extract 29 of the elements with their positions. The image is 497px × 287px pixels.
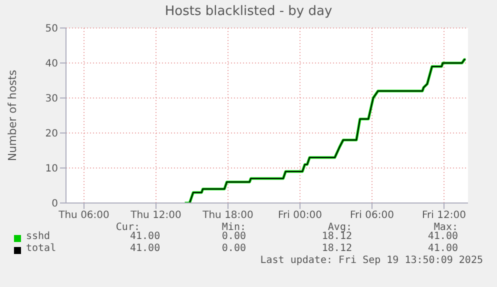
y-tick-label: 40 (45, 58, 58, 70)
y-tick-label: 10 (45, 164, 58, 175)
text: 41.00 (130, 231, 162, 242)
y-tick-label: 50 (45, 24, 58, 35)
text: Min: (220, 222, 246, 233)
x-tick-label: Fri 06:00 (350, 210, 394, 222)
text: Last update: Fri Sep 19 13:50:09 2025 (260, 255, 483, 266)
text: 41.00 (426, 243, 458, 254)
text: Avg: (328, 222, 352, 233)
text: Cur: (114, 222, 140, 233)
y-axis-title: Number of hosts (6, 70, 19, 162)
x-tick-label: Thu 12:00 (130, 210, 182, 222)
text: 18.12 (320, 243, 352, 254)
text: Max: (434, 222, 458, 233)
text: 41.00 (130, 243, 162, 254)
x-tick-label: Fri 12:00 (422, 210, 466, 222)
legend-label: sshd (26, 231, 50, 242)
y-tick-label: 30 (45, 94, 58, 105)
text: 0.00 (220, 243, 246, 254)
x-tick-label: Thu 06:00 (58, 210, 110, 222)
text: 18.12 (320, 231, 352, 242)
legend-label: total (26, 243, 56, 254)
text: 0.00 (220, 231, 246, 242)
y-tick-label: 0 (52, 198, 58, 210)
x-tick-label: Fri 00:00 (278, 210, 322, 222)
text: 41.00 (426, 231, 458, 242)
chart-title: Hosts blacklisted - by day (164, 4, 334, 19)
y-tick-label: 20 (45, 128, 58, 140)
x-tick-label: Thu 18:00 (202, 210, 254, 222)
